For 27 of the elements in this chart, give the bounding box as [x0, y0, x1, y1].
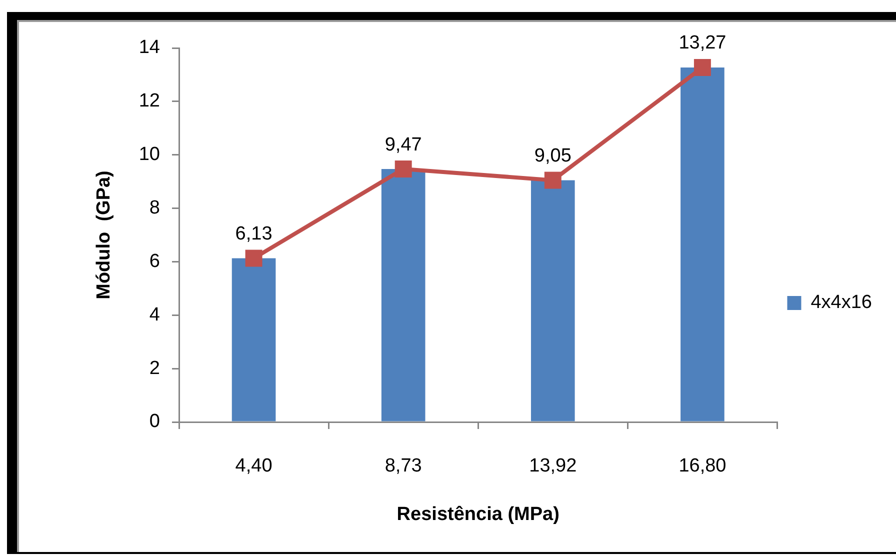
- y-tick-label: 12: [138, 90, 160, 112]
- y-tick-label: 6: [149, 250, 160, 272]
- x-tick-label: 16,80: [678, 456, 726, 477]
- point: [544, 172, 562, 189]
- y-tick-label: 14: [138, 37, 160, 58]
- point: [694, 59, 711, 76]
- data-label: 6,13: [235, 223, 272, 244]
- x-tick-label: 4,40: [235, 456, 272, 477]
- y-tick-label: 8: [149, 198, 160, 219]
- legend-label: 4x4x16: [810, 292, 872, 314]
- y-tick-label: 2: [149, 358, 160, 379]
- x-tick-label: 8,73: [384, 456, 422, 477]
- data-label: 9,47: [384, 134, 422, 156]
- y-tick-label: 0: [149, 411, 160, 432]
- x-tick-label: 13,92: [529, 456, 577, 477]
- point: [245, 250, 262, 267]
- data-label: 13,27: [678, 32, 726, 54]
- x-axis-title: Resistência (MPa): [396, 504, 560, 525]
- point: [394, 160, 412, 178]
- data-label: 9,05: [534, 145, 572, 166]
- bar: [680, 68, 724, 422]
- y-axis-title: Módulo (GPa): [94, 170, 115, 300]
- bar: [232, 258, 276, 422]
- y-tick-label: 10: [138, 144, 160, 166]
- bar: [530, 180, 575, 422]
- y-tick-label: 4: [149, 304, 160, 326]
- bar: [381, 169, 426, 422]
